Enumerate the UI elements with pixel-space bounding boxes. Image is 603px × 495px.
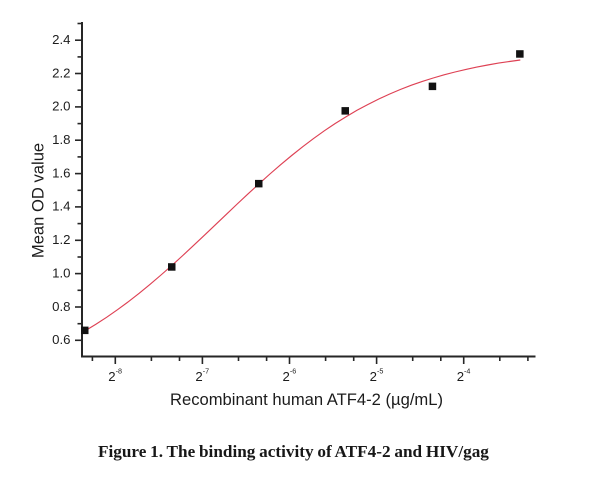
svg-text:0.8: 0.8 <box>52 299 70 314</box>
svg-text:1.2: 1.2 <box>52 232 70 247</box>
svg-text:1.8: 1.8 <box>52 132 70 147</box>
svg-text:2-7: 2-7 <box>195 367 209 385</box>
svg-text:2.2: 2.2 <box>52 65 70 80</box>
svg-text:Mean OD value: Mean OD value <box>28 143 47 258</box>
svg-text:2.4: 2.4 <box>52 32 70 47</box>
svg-text:2-4: 2-4 <box>457 367 471 385</box>
svg-text:Recombinant human ATF4-2 (µg/m: Recombinant human ATF4-2 (µg/mL) <box>170 390 443 409</box>
svg-text:0.6: 0.6 <box>52 332 70 347</box>
svg-text:2-6: 2-6 <box>283 367 297 385</box>
svg-text:1.0: 1.0 <box>52 265 70 280</box>
svg-text:2.0: 2.0 <box>52 99 70 114</box>
svg-text:1.6: 1.6 <box>52 165 70 180</box>
svg-text:2-5: 2-5 <box>370 367 384 385</box>
svg-text:2-8: 2-8 <box>108 367 122 385</box>
svg-text:1.4: 1.4 <box>52 199 70 214</box>
